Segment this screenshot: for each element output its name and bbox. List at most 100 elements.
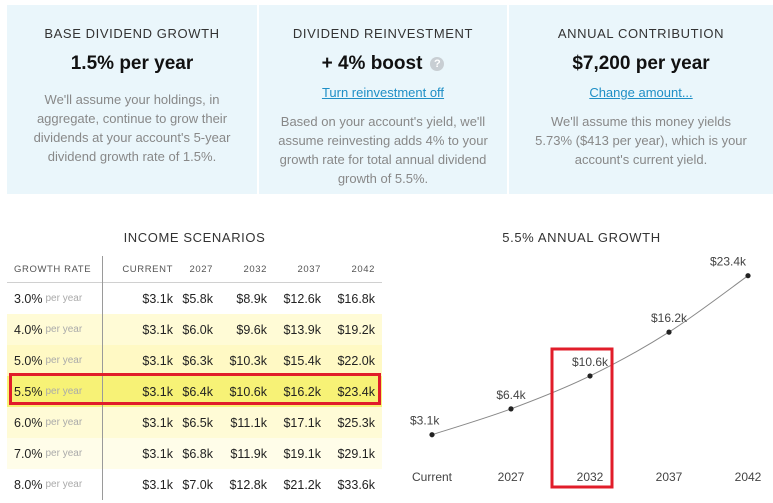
current-cell: $3.1k: [142, 477, 173, 492]
panel-title: ANNUAL CONTRIBUTION: [557, 26, 725, 41]
dividend-reinvestment-panel: DIVIDEND REINVESTMENT + 4% boost ? Turn …: [259, 5, 507, 194]
year-2032-cell: $11.1k: [230, 415, 267, 430]
rate-unit: per year: [45, 448, 83, 459]
data-point[interactable]: [745, 273, 751, 279]
panel-title: BASE DIVIDEND GROWTH: [44, 26, 220, 41]
assumption-panels: BASE DIVIDEND GROWTH 1.5% per year We'll…: [7, 5, 773, 194]
panel-value: $7,200 per year: [509, 52, 773, 76]
header-2042: 2042: [351, 263, 375, 275]
rate-unit: per year: [45, 324, 83, 335]
year-2032-cell: $12.8k: [229, 477, 267, 492]
table-row[interactable]: 8.0% per year $3.1k $7.0k $12.8k $21.2k $…: [7, 469, 382, 500]
rate-value: 7.0%: [14, 446, 43, 461]
x-tick-label: 2042: [735, 470, 762, 484]
panel-description: We'll assume this money yields 5.73% ($4…: [535, 114, 747, 167]
panel-description: Based on your account's yield, we'll ass…: [278, 114, 488, 186]
data-label: $3.1k: [410, 414, 440, 428]
year-2032-cell: $10.3k: [229, 353, 267, 368]
table-row[interactable]: 6.0% per year $3.1k $6.5k $11.1k $17.1k $…: [7, 407, 382, 438]
year-2032-cell: $10.6k: [229, 384, 267, 399]
current-cell: $3.1k: [142, 446, 173, 461]
rate-value: 4.0%: [14, 322, 43, 337]
table-row[interactable]: 5.0% per year $3.1k $6.3k $10.3k $15.4k $…: [7, 345, 382, 376]
year-2037-cell: $15.4k: [283, 353, 321, 368]
table-header: GROWTH RATE CURRENT 2027 2032 2037 2042: [7, 255, 382, 283]
data-label: $16.2k: [651, 311, 688, 325]
header-2032: 2032: [243, 263, 267, 275]
income-scenarios-title: INCOME SCENARIOS: [123, 230, 266, 245]
annual-contribution-value: $7,200 per year: [572, 53, 710, 74]
growth-rate-cell: 5.0% per year: [7, 345, 103, 376]
rate-unit: per year: [45, 417, 83, 428]
rate-unit: per year: [45, 386, 83, 397]
year-2037-cell: $17.1k: [283, 415, 321, 430]
growth-rate-cell: 5.5% per year: [7, 376, 103, 407]
year-2042-cell: $25.3k: [337, 415, 375, 430]
current-cell: $3.1k: [142, 291, 173, 306]
current-cell: $3.1k: [142, 353, 173, 368]
growth-rate-cell: 6.0% per year: [7, 407, 103, 438]
data-point[interactable]: [429, 432, 435, 438]
x-tick-label: 2037: [656, 470, 683, 484]
help-icon[interactable]: ?: [430, 57, 445, 71]
rate-unit: per year: [45, 479, 83, 490]
year-2027-cell: $6.4k: [182, 384, 213, 399]
rate-value: 5.5%: [14, 384, 43, 399]
table-row[interactable]: 7.0% per year $3.1k $6.8k $11.9k $19.1k $…: [7, 438, 382, 469]
annual-contribution-panel: ANNUAL CONTRIBUTION $7,200 per year Chan…: [509, 5, 773, 194]
year-2032-cell: $8.9k: [236, 291, 267, 306]
chart-title: 5.5% ANNUAL GROWTH: [502, 230, 661, 245]
year-2042-cell: $16.8k: [337, 291, 375, 306]
year-2027-cell: $6.5k: [182, 415, 213, 430]
table-row[interactable]: 4.0% per year $3.1k $6.0k $9.6k $13.9k $1…: [7, 314, 382, 345]
data-label: $23.4k: [710, 255, 747, 269]
year-2042-cell: $29.1k: [337, 446, 375, 461]
year-2042-cell: $22.0k: [337, 353, 375, 368]
x-tick-label: 2027: [498, 470, 525, 484]
current-cell: $3.1k: [142, 322, 173, 337]
turn-reinvestment-off-link[interactable]: Turn reinvestment off: [321, 85, 445, 100]
change-amount-link[interactable]: Change amount...: [589, 85, 693, 100]
header-current: CURRENT: [122, 263, 173, 275]
year-2027-cell: $6.8k: [182, 446, 213, 461]
year-2027-cell: $5.8k: [182, 291, 213, 306]
highlight-2032-box: [550, 347, 614, 489]
rate-value: 5.0%: [14, 353, 43, 368]
rate-value: 3.0%: [14, 291, 43, 306]
rate-unit: per year: [45, 293, 83, 304]
data-label: $6.4k: [496, 388, 526, 402]
header-2027: 2027: [189, 263, 213, 275]
year-2042-cell: $23.4k: [337, 384, 375, 399]
base-dividend-growth-panel: BASE DIVIDEND GROWTH 1.5% per year We'll…: [7, 5, 257, 194]
year-2032-cell: $9.6k: [236, 322, 267, 337]
year-2037-cell: $19.1k: [283, 446, 321, 461]
year-2042-cell: $33.6k: [337, 477, 375, 492]
data-point[interactable]: [508, 406, 514, 412]
panel-description: We'll assume your holdings, in aggregate…: [33, 92, 231, 164]
data-label: $10.6k: [572, 355, 609, 369]
panel-title: DIVIDEND REINVESTMENT: [292, 26, 474, 41]
header-2037: 2037: [297, 263, 321, 275]
growth-rate-cell: 3.0% per year: [7, 283, 103, 314]
table-row-selected[interactable]: 5.5% per year $3.1k $6.4k $10.6k $16.2k $…: [7, 376, 382, 407]
data-point[interactable]: [666, 329, 672, 335]
panel-value: + 4% boost ?: [259, 52, 507, 76]
x-tick-label: 2032: [577, 470, 604, 484]
rate-value: 6.0%: [14, 415, 43, 430]
year-2027-cell: $7.0k: [182, 477, 213, 492]
year-2037-cell: $12.6k: [283, 291, 321, 306]
current-cell: $3.1k: [142, 415, 173, 430]
rate-value: 8.0%: [14, 477, 43, 492]
year-2027-cell: $6.0k: [182, 322, 213, 337]
year-2037-cell: $13.9k: [283, 322, 321, 337]
rate-unit: per year: [45, 355, 83, 366]
base-growth-value: 1.5% per year: [70, 53, 194, 74]
data-point[interactable]: [587, 373, 593, 379]
header-growth-rate: GROWTH RATE: [7, 255, 103, 283]
x-tick-label: Current: [412, 470, 453, 484]
year-2042-cell: $19.2k: [337, 322, 375, 337]
reinvestment-boost-value: + 4% boost: [321, 53, 423, 74]
table-row[interactable]: 3.0% per year $3.1k $5.8k $8.9k $12.6k $1…: [7, 283, 382, 314]
growth-rate-cell: 7.0% per year: [7, 438, 103, 469]
